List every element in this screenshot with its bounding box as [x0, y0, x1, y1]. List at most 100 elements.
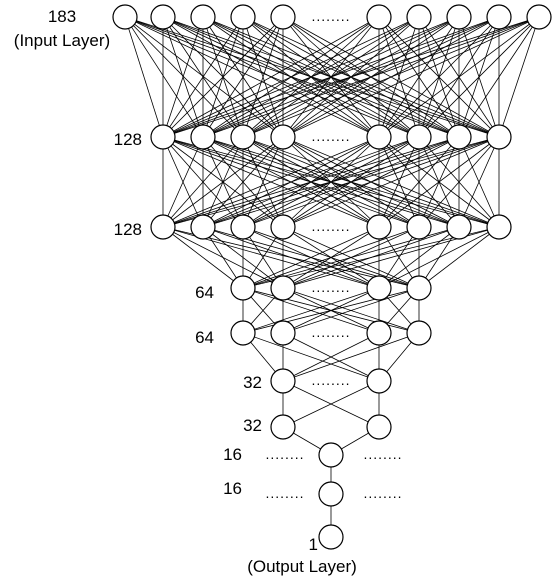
layer-5-node: [406, 320, 432, 346]
layer-5-to-6-edge: [282, 332, 380, 382]
layer-2-to-3-edge: [162, 136, 284, 228]
layer-8-right-ellipsis: ........: [363, 446, 402, 462]
layer-4-to-5-edge: [282, 287, 420, 334]
layer-4-to-5-edge: [242, 287, 380, 334]
layer-1-node: [230, 4, 256, 30]
layer-5-node: [230, 320, 256, 346]
layer-2-node: [150, 124, 176, 150]
layer-4-node: [406, 275, 432, 301]
layer-8-size-label: 16: [223, 445, 242, 464]
layer-1-to-2-edge: [124, 16, 164, 138]
layer-6-size-label: 32: [243, 373, 262, 392]
ellipsis-markers: ........................................…: [265, 8, 402, 501]
layer-9-size-label: 16: [223, 479, 242, 498]
layer-3-node: [270, 214, 296, 240]
layer-3-ellipsis: ........: [311, 218, 350, 234]
layer-3-to-4-edge: [242, 226, 380, 289]
layer-2-to-3-edge: [162, 136, 204, 228]
layer-1-to-2-edge: [162, 16, 380, 138]
layer-2-to-3-edge: [458, 136, 500, 228]
layer-5-to-6-edge: [242, 332, 380, 382]
layer-8-left-ellipsis: ........: [265, 446, 304, 462]
layer-labels: 183 (Input Layer) 128 128 64 64 32 32 16…: [14, 7, 357, 576]
layer-1-to-2-edge: [162, 16, 284, 138]
layer-3-to-4-edge: [418, 226, 500, 289]
layer-1-to-2-edge: [458, 16, 540, 138]
layer-1-to-2-edge: [378, 16, 500, 138]
layer-1-node: [190, 4, 216, 30]
layer-2-to-3-edge: [162, 136, 500, 228]
layer-2-node: [486, 124, 512, 150]
layer-1-to-2-edge: [124, 16, 244, 138]
layer-1-to-2-edge: [162, 16, 540, 138]
layer-1-node: [526, 4, 552, 30]
layer-3-node: [406, 214, 432, 240]
layer-9-left-ellipsis: ........: [265, 485, 304, 501]
layer-1-to-2-edge: [202, 16, 540, 138]
layer-2-to-3-edge: [202, 136, 284, 228]
layer-1-to-2-edge: [162, 16, 204, 138]
layer-9-node: [318, 481, 344, 507]
layer-5-node: [270, 320, 296, 346]
layer-7-node: [366, 414, 392, 440]
layer-2-to-3-edge: [162, 136, 460, 228]
layer-1-to-2-edge: [282, 16, 540, 138]
layer-1-node: [406, 4, 432, 30]
layer-1-node: [446, 4, 472, 30]
layer-1-to-2-edge: [162, 16, 244, 138]
layer-1-to-2-edge: [162, 16, 460, 138]
layer-2-node: [190, 124, 216, 150]
layer-6-ellipsis: ........: [311, 372, 350, 388]
neuron-nodes: [112, 4, 552, 550]
layer-1-to-2-edge: [242, 16, 284, 138]
layer-4-node: [366, 275, 392, 301]
layer-3-to-4-edge: [242, 226, 420, 289]
output-layer-size-label: 1: [309, 535, 318, 554]
layer-3-node: [150, 214, 176, 240]
layer-2-node: [446, 124, 472, 150]
layer-1-to-2-edge: [124, 16, 460, 138]
layer-1-node: [486, 4, 512, 30]
layer-3-node: [366, 214, 392, 240]
layer-5-size-label: 64: [195, 328, 214, 347]
layer-10-node: [318, 524, 344, 550]
layer-2-to-3-edge: [418, 136, 500, 228]
layer-2-to-3-edge: [282, 136, 500, 228]
layer-2-node: [366, 124, 392, 150]
layer-2-to-3-edge: [378, 136, 420, 228]
layer-5-to-6-edge: [282, 332, 420, 382]
layer-3-node: [230, 214, 256, 240]
layer-2-to-3-edge: [162, 136, 244, 228]
layer-2-node: [406, 124, 432, 150]
layer-3-to-4-edge: [162, 226, 244, 289]
layer-9-right-ellipsis: ........: [363, 485, 402, 501]
layer-5-ellipsis: ........: [311, 324, 350, 340]
layer-7-node: [270, 414, 296, 440]
layer-2-to-3-edge: [378, 136, 500, 228]
layer-3-node: [446, 214, 472, 240]
layer-1-to-2-edge: [124, 16, 380, 138]
layer-1-to-2-edge: [124, 16, 420, 138]
layer-1-to-2-edge: [162, 16, 420, 138]
layer-1-node: [150, 4, 176, 30]
layer-4-to-5-edge: [242, 287, 420, 334]
layer-5-node: [366, 320, 392, 346]
output-layer-caption: (Output Layer): [247, 557, 357, 576]
layer-3-node: [190, 214, 216, 240]
layer-4-size-label: 64: [195, 283, 214, 302]
layer-1-ellipsis: ........: [311, 8, 350, 24]
layer-1-to-2-edge: [378, 16, 540, 138]
layer-1-to-2-edge: [124, 16, 204, 138]
layer-2-to-3-edge: [242, 136, 500, 228]
layer-2-size-label: 128: [114, 130, 142, 149]
layer-3-size-label: 128: [114, 220, 142, 239]
layer-1-size-label: 183: [48, 7, 76, 26]
layer-2-node: [230, 124, 256, 150]
layer-3-node: [486, 214, 512, 240]
layer-2-to-3-edge: [378, 136, 460, 228]
layer-7-size-label: 32: [243, 416, 262, 435]
layer-1-to-2-edge: [418, 16, 540, 138]
input-layer-caption: (Input Layer): [14, 31, 110, 50]
layer-3-to-4-edge: [378, 226, 460, 289]
